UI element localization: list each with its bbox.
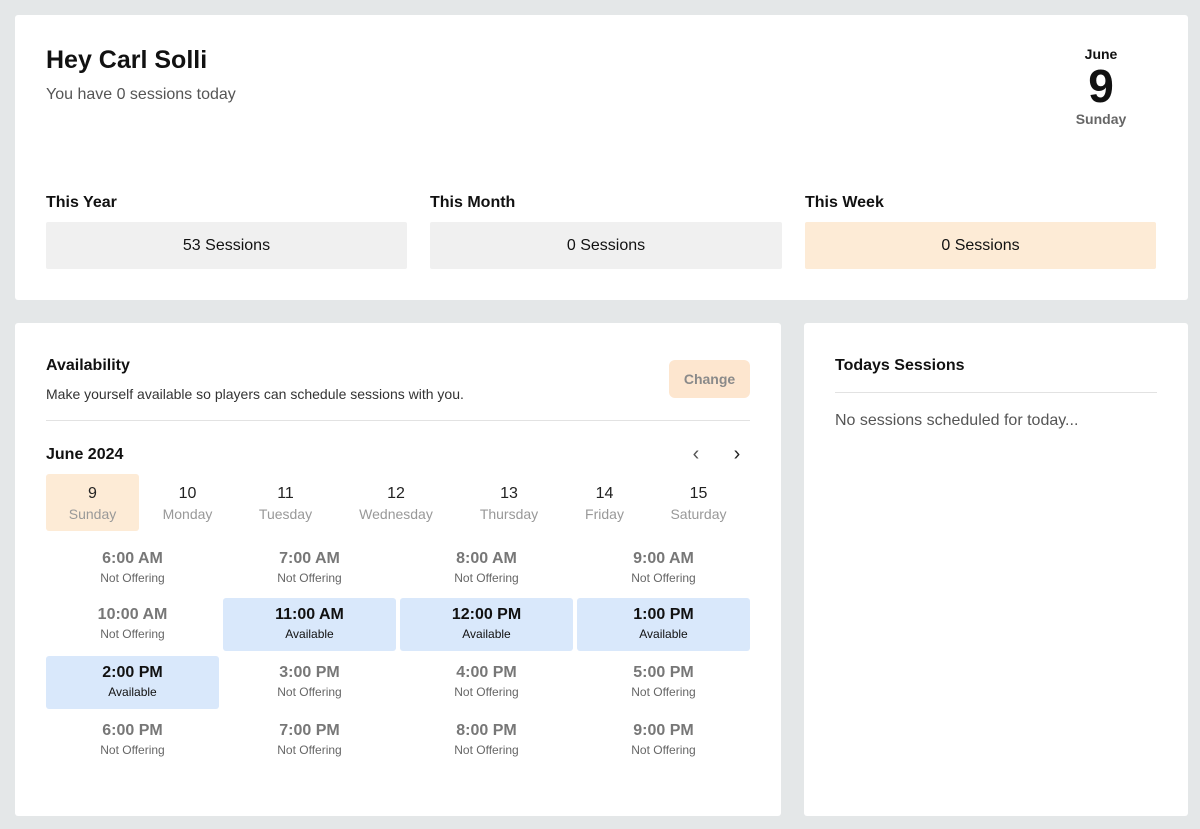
- todays-sessions-card: Todays Sessions No sessions scheduled fo…: [804, 323, 1188, 816]
- divider: [46, 420, 750, 421]
- slot-status: Not Offering: [454, 743, 519, 757]
- slot-status: Not Offering: [454, 685, 519, 699]
- time-slot[interactable]: 10:00 AM Not Offering: [46, 598, 219, 651]
- slot-status: Available: [639, 627, 688, 641]
- slot-time: 1:00 PM: [633, 606, 694, 623]
- day-name: Saturday: [670, 506, 727, 522]
- day-saturday[interactable]: 15 Saturday: [647, 474, 750, 531]
- summary-card: Hey Carl Solli You have 0 sessions today…: [15, 15, 1188, 300]
- availability-title: Availability: [46, 357, 130, 374]
- slot-time: 9:00 AM: [633, 550, 694, 567]
- stat-box-month: 0 Sessions: [430, 222, 782, 269]
- slot-status: Not Offering: [454, 571, 519, 585]
- slot-time: 2:00 PM: [102, 664, 163, 681]
- day-name: Monday: [162, 506, 213, 522]
- day-wednesday[interactable]: 12 Wednesday: [340, 474, 452, 531]
- day-monday[interactable]: 10 Monday: [143, 474, 232, 531]
- day-number: 9: [88, 485, 97, 502]
- time-slot[interactable]: 2:00 PM Available: [46, 656, 219, 709]
- day-number: 14: [595, 485, 614, 502]
- slot-status: Not Offering: [277, 571, 342, 585]
- slot-time: 6:00 AM: [102, 550, 163, 567]
- stat-label-month: This Month: [430, 194, 516, 211]
- day-number: 12: [387, 485, 405, 502]
- time-slot[interactable]: 7:00 AM Not Offering: [223, 542, 396, 595]
- date-day: 9: [1088, 60, 1114, 112]
- slot-time: 10:00 AM: [97, 606, 168, 623]
- date-month: June: [1084, 46, 1118, 62]
- chevron-right-icon[interactable]: ›: [733, 443, 741, 465]
- time-slot[interactable]: 6:00 AM Not Offering: [46, 542, 219, 595]
- slot-time: 7:00 PM: [279, 722, 340, 739]
- day-name: Wednesday: [359, 506, 433, 522]
- calendar-month-label: June 2024: [46, 446, 124, 463]
- time-slot[interactable]: 1:00 PM Available: [577, 598, 750, 651]
- stat-box-year: 53 Sessions: [46, 222, 407, 269]
- slot-status: Not Offering: [100, 571, 165, 585]
- slot-time: 3:00 PM: [279, 664, 340, 681]
- day-number: 13: [500, 485, 518, 502]
- time-slot[interactable]: 12:00 PM Available: [400, 598, 573, 651]
- slot-status: Available: [285, 627, 334, 641]
- greeting-title: Hey Carl Solli: [46, 46, 208, 74]
- day-name: Tuesday: [258, 506, 313, 522]
- todays-sessions-title: Todays Sessions: [835, 357, 965, 374]
- stat-label-week: This Week: [805, 194, 884, 211]
- day-tuesday[interactable]: 11 Tuesday: [237, 474, 334, 531]
- slot-time: 8:00 AM: [456, 550, 517, 567]
- day-number: 10: [178, 485, 197, 502]
- stat-box-week: 0 Sessions: [805, 222, 1156, 269]
- slot-time: 4:00 PM: [456, 664, 517, 681]
- day-number: 15: [689, 485, 708, 502]
- availability-subtitle: Make yourself available so players can s…: [46, 386, 464, 402]
- greeting-subtitle: You have 0 sessions today: [46, 86, 236, 103]
- slot-time: 11:00 AM: [275, 606, 344, 623]
- time-slot[interactable]: 9:00 AM Not Offering: [577, 542, 750, 595]
- slot-status: Not Offering: [277, 743, 342, 757]
- time-slot[interactable]: 6:00 PM Not Offering: [46, 714, 219, 767]
- time-slot[interactable]: 9:00 PM Not Offering: [577, 714, 750, 767]
- day-name: Sunday: [68, 506, 117, 522]
- time-slot[interactable]: 4:00 PM Not Offering: [400, 656, 573, 709]
- slot-time: 8:00 PM: [456, 722, 517, 739]
- chevron-left-icon[interactable]: ‹: [692, 443, 700, 465]
- current-date: June 9 Sunday: [1055, 46, 1147, 127]
- slot-status: Not Offering: [631, 743, 696, 757]
- availability-card: Availability Make yourself available so …: [15, 323, 781, 816]
- slot-status: Not Offering: [631, 571, 696, 585]
- day-sunday[interactable]: 9 Sunday: [46, 474, 139, 531]
- slot-time: 12:00 PM: [451, 606, 522, 623]
- day-number: 11: [277, 485, 294, 502]
- slot-status: Not Offering: [277, 685, 342, 699]
- time-slot[interactable]: 11:00 AM Available: [223, 598, 396, 651]
- day-friday[interactable]: 14 Friday: [566, 474, 643, 531]
- day-thursday[interactable]: 13 Thursday: [455, 474, 563, 531]
- empty-state-text: No sessions scheduled for today...: [835, 412, 1079, 429]
- slot-status: Available: [108, 685, 157, 699]
- time-slot[interactable]: 3:00 PM Not Offering: [223, 656, 396, 709]
- slot-status: Available: [462, 627, 511, 641]
- time-slot[interactable]: 8:00 PM Not Offering: [400, 714, 573, 767]
- time-slot[interactable]: 5:00 PM Not Offering: [577, 656, 750, 709]
- time-slot[interactable]: 8:00 AM Not Offering: [400, 542, 573, 595]
- slot-status: Not Offering: [100, 743, 165, 757]
- day-name: Thursday: [479, 506, 539, 522]
- time-slot[interactable]: 7:00 PM Not Offering: [223, 714, 396, 767]
- slot-status: Not Offering: [100, 627, 165, 641]
- slot-time: 9:00 PM: [633, 722, 694, 739]
- slot-time: 6:00 PM: [102, 722, 163, 739]
- day-name: Friday: [585, 506, 624, 522]
- slot-time: 5:00 PM: [633, 664, 694, 681]
- slot-status: Not Offering: [631, 685, 696, 699]
- change-button[interactable]: Change: [669, 360, 750, 398]
- divider: [835, 392, 1157, 393]
- date-weekday: Sunday: [1075, 111, 1127, 127]
- stat-label-year: This Year: [46, 194, 117, 211]
- slot-time: 7:00 AM: [279, 550, 340, 567]
